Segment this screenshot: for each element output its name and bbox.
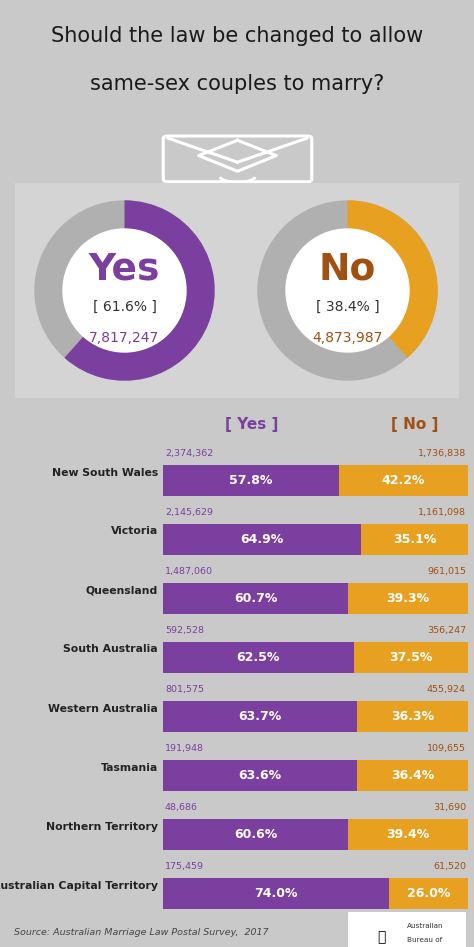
Text: 26.0%: 26.0% [407, 887, 450, 901]
Text: 60.6%: 60.6% [234, 829, 277, 841]
FancyBboxPatch shape [163, 642, 354, 673]
FancyBboxPatch shape [163, 760, 357, 791]
Text: South Australia: South Australia [64, 645, 158, 654]
Text: Victoria: Victoria [111, 527, 158, 537]
FancyBboxPatch shape [348, 819, 468, 850]
Text: Source: Australian Marriage Law Postal Survey,  2017: Source: Australian Marriage Law Postal S… [14, 927, 269, 937]
Text: 1,161,098: 1,161,098 [418, 509, 466, 517]
Text: 1,487,060: 1,487,060 [165, 567, 213, 576]
Text: 36.4%: 36.4% [391, 769, 434, 782]
FancyBboxPatch shape [354, 642, 468, 673]
Text: Yes: Yes [89, 252, 160, 288]
Text: [ No ]: [ No ] [391, 417, 438, 432]
Text: 63.7%: 63.7% [238, 710, 282, 724]
FancyBboxPatch shape [348, 583, 468, 614]
Text: No: No [319, 252, 376, 288]
FancyBboxPatch shape [163, 525, 361, 555]
Circle shape [63, 229, 186, 352]
Text: 801,575: 801,575 [165, 685, 204, 694]
Text: [ Yes ]: [ Yes ] [225, 417, 278, 432]
FancyBboxPatch shape [2, 179, 472, 402]
Text: 57.8%: 57.8% [229, 474, 273, 488]
Text: 60.7%: 60.7% [234, 592, 277, 605]
Text: Northern Territory: Northern Territory [46, 821, 158, 831]
Wedge shape [257, 201, 438, 381]
FancyBboxPatch shape [163, 879, 389, 909]
Text: 48,686: 48,686 [165, 803, 198, 813]
Text: 36.3%: 36.3% [391, 710, 434, 724]
Text: Tasmania: Tasmania [101, 762, 158, 773]
Text: 4,873,987: 4,873,987 [312, 331, 383, 345]
Text: New South Wales: New South Wales [52, 468, 158, 477]
FancyBboxPatch shape [389, 879, 468, 909]
Text: same-sex couples to marry?: same-sex couples to marry? [90, 74, 384, 94]
Text: 109,655: 109,655 [427, 744, 466, 753]
Text: 63.6%: 63.6% [238, 769, 282, 782]
Wedge shape [64, 201, 215, 381]
Text: 74.0%: 74.0% [254, 887, 298, 901]
Text: 1,736,838: 1,736,838 [418, 449, 466, 458]
Text: 39.3%: 39.3% [386, 592, 429, 605]
Wedge shape [34, 201, 215, 381]
Text: 356,247: 356,247 [427, 626, 466, 635]
Text: 2,145,629: 2,145,629 [165, 509, 213, 517]
Text: 37.5%: 37.5% [389, 652, 432, 664]
FancyBboxPatch shape [163, 583, 348, 614]
Text: Queensland: Queensland [86, 585, 158, 596]
Text: Western Australia: Western Australia [48, 704, 158, 713]
Text: 62.5%: 62.5% [237, 652, 280, 664]
FancyBboxPatch shape [163, 819, 348, 850]
Text: 175,459: 175,459 [165, 862, 204, 871]
Text: 31,690: 31,690 [433, 803, 466, 813]
Text: [ 38.4% ]: [ 38.4% ] [316, 300, 379, 313]
Text: 191,948: 191,948 [165, 744, 204, 753]
Text: 2,374,362: 2,374,362 [165, 449, 213, 458]
Text: Bureau of: Bureau of [407, 937, 442, 942]
Text: 39.4%: 39.4% [386, 829, 429, 841]
FancyBboxPatch shape [346, 911, 468, 947]
FancyBboxPatch shape [361, 525, 468, 555]
Circle shape [286, 229, 409, 352]
Text: 455,924: 455,924 [427, 685, 466, 694]
FancyBboxPatch shape [357, 760, 468, 791]
FancyBboxPatch shape [163, 702, 357, 732]
FancyBboxPatch shape [163, 465, 339, 496]
Wedge shape [347, 201, 438, 358]
FancyBboxPatch shape [357, 702, 468, 732]
Text: 7,817,247: 7,817,247 [90, 331, 160, 345]
FancyBboxPatch shape [339, 465, 468, 496]
Text: Should the law be changed to allow: Should the law be changed to allow [51, 26, 423, 45]
Text: 961,015: 961,015 [427, 567, 466, 576]
Text: 🌿: 🌿 [377, 930, 385, 944]
Text: [ 61.6% ]: [ 61.6% ] [92, 300, 156, 313]
Text: 42.2%: 42.2% [382, 474, 425, 488]
Text: Australian Capital Territory: Australian Capital Territory [0, 881, 158, 890]
Text: 64.9%: 64.9% [240, 533, 283, 546]
Text: 35.1%: 35.1% [393, 533, 436, 546]
Text: 61,520: 61,520 [433, 862, 466, 871]
Text: 592,528: 592,528 [165, 626, 204, 635]
Text: Australian: Australian [406, 922, 443, 929]
